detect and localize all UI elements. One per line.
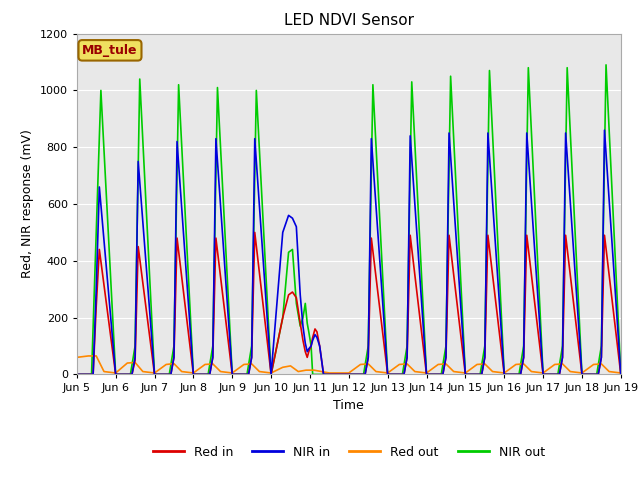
NIR out bbox=[617, 372, 625, 377]
NIR in bbox=[556, 372, 563, 377]
Red out bbox=[73, 354, 81, 360]
Red in bbox=[345, 372, 353, 377]
NIR in bbox=[228, 372, 236, 377]
NIR out bbox=[301, 300, 309, 306]
Red out bbox=[598, 361, 605, 367]
X-axis label: Time: Time bbox=[333, 399, 364, 412]
Red out bbox=[112, 370, 120, 376]
NIR in bbox=[303, 349, 311, 355]
Red out bbox=[217, 369, 225, 374]
NIR in bbox=[617, 372, 625, 377]
Line: NIR out: NIR out bbox=[77, 65, 621, 374]
NIR out bbox=[563, 65, 571, 71]
NIR out bbox=[170, 343, 178, 349]
NIR in bbox=[212, 136, 220, 142]
Red out bbox=[617, 370, 625, 376]
NIR in bbox=[345, 372, 353, 377]
Red in bbox=[305, 349, 312, 355]
Red in bbox=[361, 372, 369, 377]
Line: Red in: Red in bbox=[77, 232, 621, 374]
Red out bbox=[450, 369, 458, 374]
Text: MB_tule: MB_tule bbox=[82, 44, 138, 57]
Red in bbox=[617, 372, 625, 377]
NIR in bbox=[73, 372, 81, 377]
Red in bbox=[251, 229, 259, 235]
Line: Red out: Red out bbox=[77, 356, 621, 373]
Line: NIR in: NIR in bbox=[77, 130, 621, 374]
Y-axis label: Red, NIR response (mV): Red, NIR response (mV) bbox=[21, 130, 34, 278]
NIR in bbox=[332, 372, 339, 377]
NIR out bbox=[602, 62, 610, 68]
NIR out bbox=[307, 343, 315, 349]
Red in bbox=[212, 235, 220, 241]
Red out bbox=[84, 353, 92, 359]
Red in bbox=[559, 354, 566, 360]
Red in bbox=[73, 372, 81, 377]
NIR in bbox=[600, 127, 608, 133]
NIR out bbox=[461, 372, 469, 377]
Red out bbox=[228, 370, 236, 376]
Title: LED NDVI Sensor: LED NDVI Sensor bbox=[284, 13, 414, 28]
NIR out bbox=[150, 372, 158, 377]
Red out bbox=[551, 361, 559, 367]
NIR out bbox=[73, 372, 81, 377]
Legend: Red in, NIR in, Red out, NIR out: Red in, NIR in, Red out, NIR out bbox=[148, 441, 550, 464]
Red in bbox=[228, 372, 236, 377]
Red out bbox=[489, 369, 497, 374]
